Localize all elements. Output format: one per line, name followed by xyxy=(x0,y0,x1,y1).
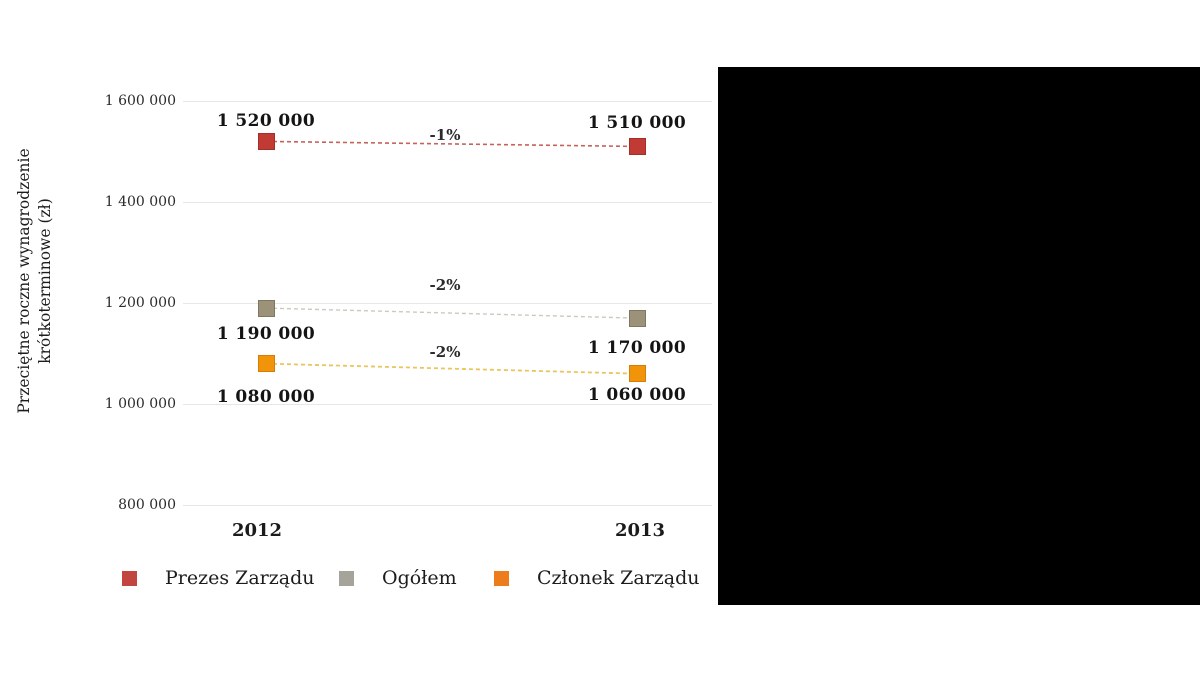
y-tick-label: 800 000 xyxy=(118,497,176,513)
y-axis-title-line2: krótkoterminowe (zł) xyxy=(36,198,55,364)
data-marker-series2-2012 xyxy=(257,355,275,373)
gridline xyxy=(183,100,712,102)
gridline xyxy=(183,201,712,203)
x-axis-label-2012: 2012 xyxy=(231,520,283,541)
data-label-series2-2013: 1 060 000 xyxy=(587,384,687,405)
legend-item-czlonek-zarzadu: Członek Zarządu xyxy=(494,567,700,589)
legend-label-czlonek-zarzadu: Członek Zarządu xyxy=(537,567,700,589)
data-marker-series2-2013 xyxy=(628,365,646,383)
y-tick-label: 1 200 000 xyxy=(104,295,176,311)
y-tick-label: 1 400 000 xyxy=(104,194,176,210)
gridline xyxy=(183,403,712,405)
change-label-series2: -2% xyxy=(429,342,461,361)
legend-swatch-ogolem xyxy=(339,570,354,586)
x-axis-label-2013: 2013 xyxy=(614,520,666,541)
data-label-series2-2012: 1 080 000 xyxy=(216,386,316,407)
data-label-series1-2012: 1 190 000 xyxy=(216,324,316,345)
change-label-series0: -1% xyxy=(429,125,461,144)
legend-label-prezes-zarzadu: Prezes Zarządu xyxy=(165,567,315,589)
gridline xyxy=(183,504,712,506)
legend-item-prezes-zarzadu: Prezes Zarządu xyxy=(122,567,315,589)
legend-item-ogolem: Ogółem xyxy=(339,567,457,589)
data-marker-series1-2012 xyxy=(257,299,275,317)
data-label-series0-2012: 1 520 000 xyxy=(216,111,316,132)
y-axis-title-line1: Przeciętne roczne wynagrodzenie xyxy=(15,148,33,414)
legend-swatch-czlonek-zarzadu xyxy=(494,570,509,586)
data-label-series1-2013: 1 170 000 xyxy=(587,338,687,359)
legend-label-ogolem: Ogółem xyxy=(382,567,457,589)
data-marker-series1-2013 xyxy=(628,309,646,327)
change-label-series1: -2% xyxy=(429,276,461,295)
data-marker-series0-2013 xyxy=(628,137,646,155)
data-marker-series0-2012 xyxy=(257,132,275,150)
black-redaction-overlay xyxy=(718,67,1200,605)
data-label-series0-2013: 1 510 000 xyxy=(587,113,687,134)
gridline xyxy=(183,302,712,304)
y-tick-label: 1 600 000 xyxy=(104,93,176,109)
y-axis-title: Przeciętne roczne wynagrodzenie krótkote… xyxy=(14,116,58,446)
y-tick-label: 1 000 000 xyxy=(104,396,176,412)
legend-swatch-prezes-zarzadu xyxy=(122,570,137,586)
